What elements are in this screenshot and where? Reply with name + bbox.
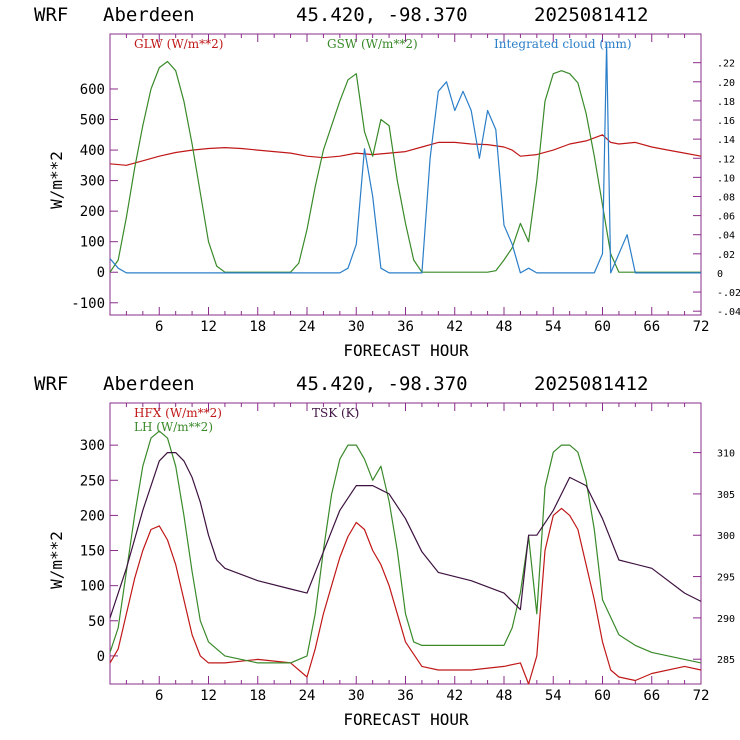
panel1-x-axis: 6 12 18 24 30 36 42 48 54 60 66 72 [125,34,710,335]
left-tick-label: 50 [88,614,105,630]
left-tick-label: 600 [80,82,105,98]
right-tick-label: .18 [717,97,735,108]
panel1-right-axis: -.04 -.02 0 .02 .04 .06 .08 .10 .12 .14 .16 .18 .20.… [693,59,740,318]
panel2-legend-tsk: TSK (K) [312,406,359,420]
left-tick-label: 250 [80,473,105,489]
right-tick-label: .08 [717,192,735,203]
panel1-y-axis-label: W/m**2 [47,151,66,209]
left-tick-label: 150 [80,544,105,560]
x-tick-label: 12 [200,688,217,704]
x-tick-label: 54 [545,688,562,704]
x-tick-label: 18 [249,688,266,704]
x-tick-label: 48 [496,319,513,335]
x-tick-label: 66 [643,319,660,335]
panel2-series-lines [109,430,702,685]
panel2-model-label: WRF [34,373,68,395]
panel2-left-axis: 0 50 100 150 200 250 300 [80,438,118,665]
right-tick-label: 300 [717,531,735,542]
left-tick-label: -100 [71,296,105,312]
right-tick-label: -.04 [717,307,740,318]
left-tick-label: 300 [80,438,105,454]
x-tick-label: 72 [693,688,710,704]
x-tick-label: 30 [348,688,365,704]
x-tick-label: 30 [348,319,365,335]
right-tick-label: 305 [717,490,735,501]
x-tick-label: 24 [299,688,316,704]
right-tick-label: 290 [717,614,735,625]
left-tick-label: 200 [80,508,105,524]
right-tick-label: .04 [717,231,735,242]
x-tick-label: 54 [545,319,562,335]
panel1-legend-cloud: Integrated cloud (mm) [494,37,632,51]
left-tick-label: 100 [80,579,105,595]
x-tick-label: 12 [200,319,217,335]
panel2-coords-label: 45.420, -98.370 [296,373,468,395]
panel2-date-label: 2025081412 [534,373,648,395]
right-tick-label: 285 [717,655,735,666]
panel2-y-axis-label: W/m**2 [47,531,66,589]
x-tick-label: 60 [594,688,611,704]
left-tick-label: 500 [80,113,105,129]
panel2-x-axis-label: FORECAST HOUR [343,710,469,729]
panel1-legend-glw: GLW (W/m**2) [134,37,223,51]
series-line-gsw [109,60,701,273]
x-tick-label: 72 [693,319,710,335]
series-line-tsk [109,452,702,619]
panel2-legend-hfx: HFX (W/m**2) [134,406,222,420]
panel1-series-lines [109,42,702,274]
right-tick-label: .16 [717,116,735,127]
x-tick-label: 42 [446,688,463,704]
right-tick-label: .06 [717,212,735,223]
series-line-hfx [109,507,702,685]
right-tick-label: .02 [717,250,735,261]
panel1-date-label: 2025081412 [534,4,648,26]
right-tick-label: 0 [717,269,723,280]
panel1-model-label: WRF [34,4,68,26]
x-tick-label: 24 [299,319,316,335]
panel1-site-label: Aberdeen [103,4,195,26]
right-tick-label: 310 [717,449,735,460]
x-tick-label: 42 [446,319,463,335]
x-tick-label: 66 [643,688,660,704]
x-tick-label: 6 [155,319,163,335]
left-tick-label: 400 [80,143,105,159]
right-tick-label: .20 [717,78,735,89]
left-tick-label: 300 [80,174,105,190]
panel1-legend-gsw: GSW (W/m**2) [327,37,418,51]
right-tick-label: .14 [717,135,735,146]
panel2-site-label: Aberdeen [103,373,195,395]
panel1-left-axis: -100 0 100 200 300 400 500 600 [71,82,118,312]
x-tick-label: 36 [397,688,414,704]
right-tick-label: .10 [717,173,735,184]
left-tick-label: 200 [80,204,105,220]
left-tick-label: 100 [80,235,105,251]
x-tick-label: 18 [249,319,266,335]
panel1-x-axis-label: FORECAST HOUR [343,341,469,360]
left-tick-label: 0 [97,649,105,665]
right-tick-label: .22 [717,59,735,70]
right-tick-label: .12 [717,154,735,165]
right-tick-label: 295 [717,573,735,584]
x-tick-label: 6 [155,688,163,704]
panel1-coords-label: 45.420, -98.370 [296,4,468,26]
x-tick-label: 36 [397,319,414,335]
x-tick-label: 48 [496,688,513,704]
panel2-right-axis: 285 290 295 300 305 310 [693,449,735,666]
panel2-legend-lh: LH (W/m**2) [134,420,213,434]
left-tick-label: 0 [97,265,105,281]
series-line-integrated [109,42,701,274]
x-tick-label: 60 [594,319,611,335]
right-tick-label: -.02 [717,288,740,299]
series-line-lh [109,430,702,664]
